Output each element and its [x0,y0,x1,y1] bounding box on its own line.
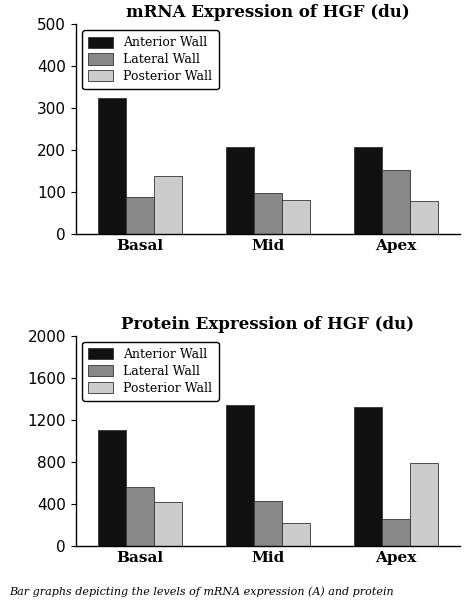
Bar [126,197,154,235]
Bar [410,463,438,546]
Title: mRNA Expression of HGF (du): mRNA Expression of HGF (du) [126,4,410,21]
Bar [254,501,282,546]
Bar [226,148,254,235]
Bar [98,98,126,235]
Bar [382,170,410,235]
Bar [98,430,126,546]
Bar [126,487,154,546]
Bar [282,523,310,546]
Bar [354,147,382,235]
Bar [282,200,310,235]
Legend: Anterior Wall, Lateral Wall, Posterior Wall: Anterior Wall, Lateral Wall, Posterior W… [82,342,219,401]
Bar [154,502,182,546]
Bar [226,405,254,546]
Bar [154,176,182,235]
Bar [410,201,438,235]
Text: Bar graphs depicting the levels of mRNA expression (A) and protein: Bar graphs depicting the levels of mRNA … [9,586,394,597]
Bar [354,407,382,546]
Title: Protein Expression of HGF (du): Protein Expression of HGF (du) [121,316,414,332]
Bar [254,193,282,235]
Bar [382,518,410,546]
Legend: Anterior Wall, Lateral Wall, Posterior Wall: Anterior Wall, Lateral Wall, Posterior W… [82,30,219,89]
